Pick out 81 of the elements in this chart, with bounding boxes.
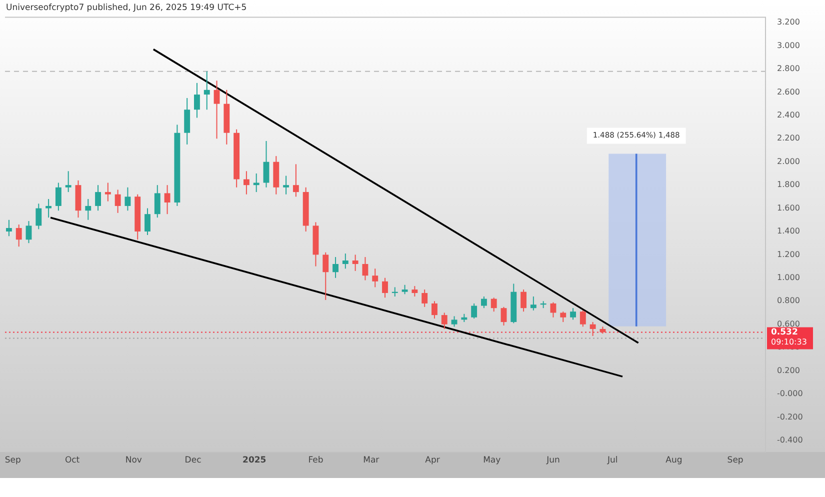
x-tick-label: Dec — [184, 455, 202, 466]
y-tick-label: 1.000 — [777, 273, 800, 282]
candlestick — [372, 268, 378, 288]
candlestick — [412, 286, 418, 297]
x-tick-label: Sep — [727, 455, 744, 466]
candlestick — [530, 296, 536, 311]
candlestick — [204, 70, 210, 110]
candlestick — [490, 297, 497, 312]
candlestick — [352, 254, 358, 272]
y-tick-label: 1.800 — [777, 180, 800, 190]
x-tick-label: Aug — [666, 455, 682, 466]
candlestick — [26, 220, 32, 244]
candlestick — [471, 302, 478, 320]
candlestick — [36, 203, 42, 230]
candlestick — [432, 300, 438, 320]
candlestick — [243, 170, 250, 195]
candlestick — [124, 186, 131, 212]
candlestick — [263, 140, 270, 188]
x-tick-label: Feb — [308, 455, 324, 466]
x-tick-label: Nov — [125, 455, 142, 466]
y-tick-label: -0.000 — [777, 389, 803, 398]
y-tick-label: -0.400 — [777, 435, 803, 444]
x-tick-label: May — [483, 455, 501, 466]
candlestick — [6, 219, 12, 237]
x-tick-label: Jul — [606, 455, 618, 466]
candlestick — [283, 175, 290, 195]
candlestick — [590, 322, 596, 336]
y-tick-label: 1.200 — [777, 250, 800, 259]
candlestick — [451, 316, 458, 328]
candlestick — [55, 182, 62, 212]
x-tick-label: 2025 — [242, 455, 266, 466]
x-tick-label: Oct — [64, 455, 80, 466]
y-tick-label: 2.400 — [777, 110, 800, 120]
y-tick-label: 1.600 — [777, 203, 800, 212]
y-tick-label: 3.200 — [777, 18, 800, 27]
candlestick — [322, 252, 329, 300]
x-tick-label: Sep — [4, 455, 21, 466]
candlestick — [292, 164, 299, 198]
x-tick-label: Apr — [425, 455, 440, 466]
candlestick — [65, 170, 72, 193]
candlestick — [85, 198, 92, 220]
y-tick-label: 0.800 — [777, 296, 800, 306]
y-tick-label: 2.600 — [777, 87, 800, 96]
candlestick — [16, 224, 22, 248]
candlestick — [342, 253, 348, 270]
candlestick — [570, 308, 576, 320]
candlestick — [580, 310, 586, 328]
candlestick — [114, 189, 121, 214]
candlestick — [194, 82, 200, 118]
y-tick-label: 2.800 — [777, 64, 800, 74]
y-tick-label: 2.200 — [777, 134, 800, 143]
x-tick-label: Mar — [363, 455, 380, 466]
candlestick — [144, 208, 150, 236]
candlestick — [402, 284, 408, 295]
candlestick — [95, 184, 101, 212]
candlestick — [154, 184, 160, 218]
text: 09:10:33 — [771, 337, 807, 346]
y-tick-label: 2.000 — [777, 156, 800, 166]
ref-line-label: 0.532 — [771, 327, 798, 338]
candlestick — [382, 277, 388, 298]
x-tick-label: Jun — [546, 455, 560, 466]
candlestick — [480, 296, 487, 309]
y-tick-label: 0.600 — [777, 319, 800, 328]
candlestick — [520, 289, 527, 312]
candlestick — [422, 289, 428, 308]
chart-title: Universeofcrypto7 published, Jun 26, 2025 19:49 UTC+5 — [6, 3, 247, 13]
candlestick — [164, 184, 170, 215]
y-tick-label: 3.000 — [777, 40, 800, 50]
y-tick-label: 0.200 — [777, 366, 800, 375]
candlestick — [500, 306, 507, 326]
candlestick — [362, 256, 368, 281]
candlestick — [550, 302, 556, 318]
candlestick — [104, 182, 111, 202]
candlestick — [332, 256, 338, 278]
candlestick — [184, 98, 190, 145]
candlestick — [560, 311, 566, 323]
y-tick-label: 1.400 — [777, 226, 800, 236]
y-tick-label: -0.200 — [777, 412, 803, 422]
candlestick — [214, 80, 220, 140]
candlestick — [441, 312, 448, 330]
candlestick — [46, 198, 52, 218]
